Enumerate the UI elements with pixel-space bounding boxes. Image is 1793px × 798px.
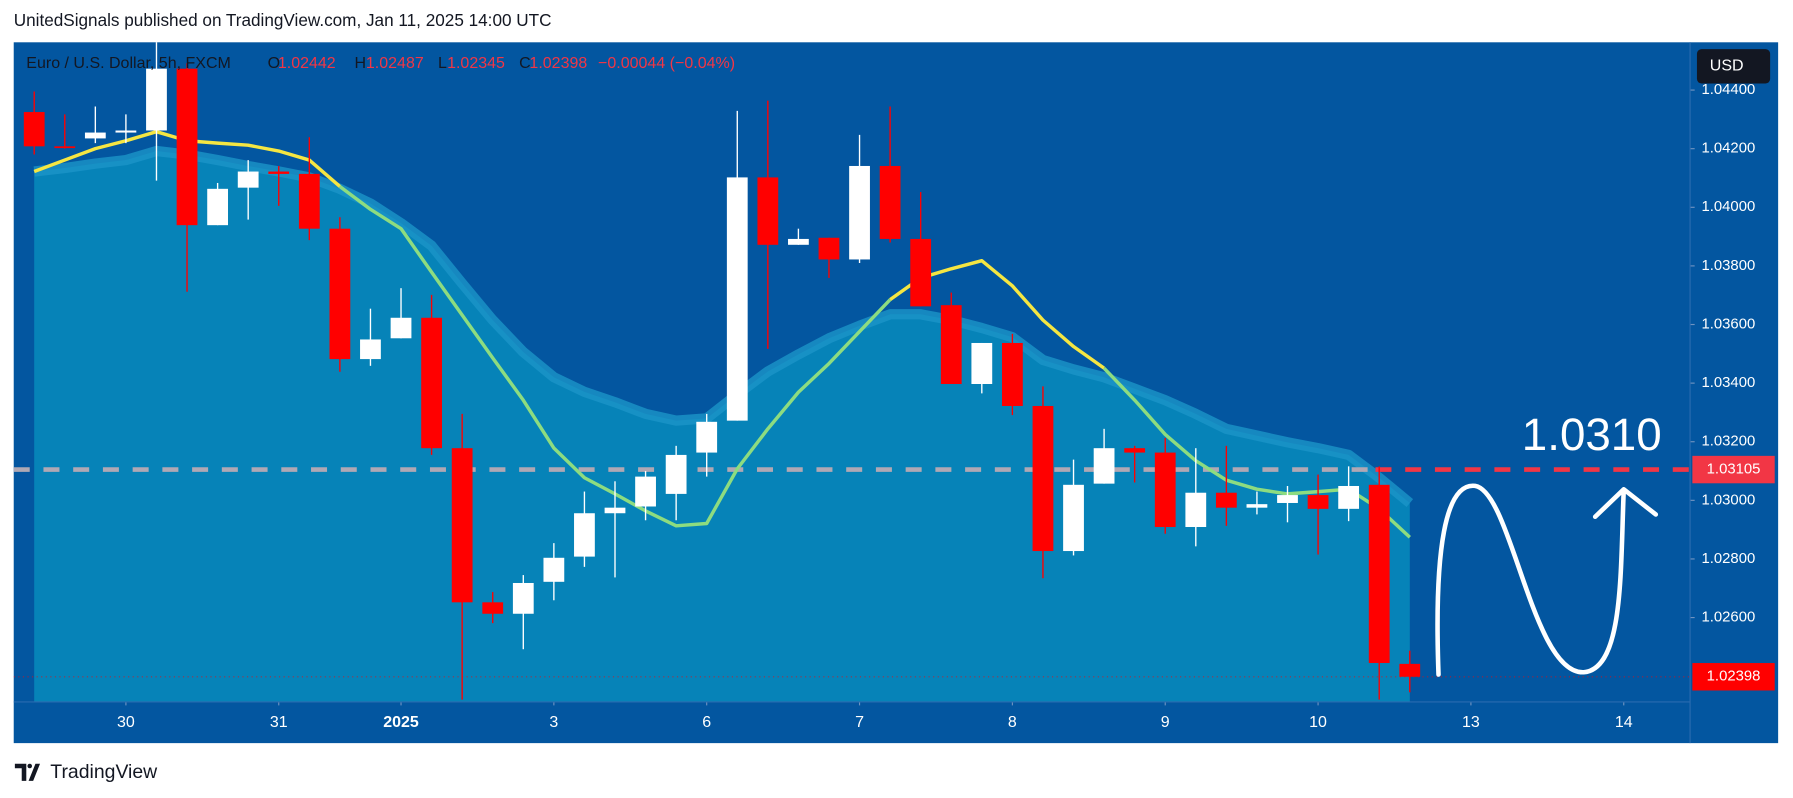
candle-body bbox=[298, 173, 320, 229]
y-tick-label: 1.04000 bbox=[1702, 199, 1756, 215]
legend-text: L bbox=[438, 55, 447, 72]
price-badge-label: 1.03105 bbox=[1707, 461, 1761, 477]
y-tick-label: 1.03400 bbox=[1702, 375, 1756, 391]
candle-body bbox=[1246, 504, 1268, 508]
x-tick-label: 13 bbox=[1462, 714, 1480, 731]
x-tick-label: 6 bbox=[702, 714, 711, 731]
candle-body bbox=[207, 188, 229, 226]
candle-body bbox=[482, 602, 504, 614]
annotation: 1.0310 bbox=[1522, 409, 1662, 460]
currency-badge[interactable] bbox=[1696, 49, 1771, 84]
x-tick-label: 7 bbox=[855, 714, 864, 731]
candle-body bbox=[1368, 484, 1390, 663]
candle-body bbox=[1277, 495, 1298, 503]
candle-body bbox=[268, 171, 290, 174]
candle-body bbox=[421, 317, 442, 449]
publish-header: UnitedSignals published on TradingView.c… bbox=[14, 10, 552, 30]
candle-body bbox=[1124, 448, 1146, 453]
overlay: 1.02600 1.02800 1.03000 1.03200 1.03400 1.036… bbox=[13, 42, 1775, 744]
candle-body bbox=[1154, 452, 1176, 528]
candle-body bbox=[1032, 405, 1054, 552]
y-tick-label: 1.04400 bbox=[1702, 82, 1756, 98]
candle-body bbox=[818, 237, 840, 260]
candle-body bbox=[879, 165, 901, 239]
cloud-area bbox=[34, 151, 1410, 702]
candle-body bbox=[1338, 485, 1360, 509]
cloud-edge bbox=[33, 145, 1414, 508]
candle-body bbox=[726, 177, 748, 421]
x-tick-label: 9 bbox=[1161, 714, 1170, 731]
y-tick-label: 1.02600 bbox=[1702, 609, 1756, 625]
candle-body bbox=[696, 421, 718, 453]
price-badge bbox=[1692, 455, 1775, 484]
candle-body bbox=[115, 130, 137, 133]
price-badge bbox=[1692, 663, 1775, 691]
candle-body bbox=[451, 448, 473, 603]
candle-body bbox=[54, 146, 76, 149]
price-badge-label: 1.02398 bbox=[1707, 669, 1761, 685]
candle-body bbox=[1399, 663, 1421, 677]
x-tick-label: 2025 bbox=[383, 714, 419, 731]
legend-text: −0.00044 (−0.04%) bbox=[598, 55, 735, 72]
candle-body bbox=[176, 68, 198, 226]
candle-body bbox=[146, 68, 167, 131]
legend-text: 1.02442 bbox=[278, 55, 336, 72]
legend-text: 1.02345 bbox=[447, 55, 505, 72]
candle-body bbox=[910, 238, 932, 307]
candle-body bbox=[757, 177, 779, 245]
x-tick-label: 30 bbox=[117, 714, 135, 731]
candle-body bbox=[390, 317, 412, 339]
legend-text: H bbox=[354, 55, 366, 72]
candle-body bbox=[237, 171, 259, 188]
y-tick-label: 1.02800 bbox=[1702, 551, 1756, 567]
plot-area bbox=[13, 42, 1691, 702]
candle-body bbox=[512, 582, 534, 614]
y-tick-label: 1.03000 bbox=[1702, 492, 1756, 508]
candle-body bbox=[329, 228, 351, 360]
candle-body bbox=[604, 507, 626, 514]
y-tick-label: 1.03800 bbox=[1702, 258, 1756, 274]
y-tick-label: 1.03200 bbox=[1702, 434, 1756, 450]
x-tick-label: 14 bbox=[1615, 714, 1633, 731]
candle-body bbox=[1215, 492, 1237, 508]
candle-body bbox=[574, 513, 595, 557]
currency-label[interactable]: USD bbox=[1710, 58, 1744, 75]
candle-body bbox=[1307, 495, 1329, 509]
x-tick-label: 31 bbox=[270, 714, 288, 731]
candle-body bbox=[849, 165, 870, 260]
brand-logo bbox=[14, 763, 41, 781]
legend-text: Euro / U.S. Dollar, 5h, FXCM bbox=[26, 55, 231, 72]
legend-text: O bbox=[268, 55, 280, 72]
candle-body bbox=[543, 557, 565, 582]
candle-body bbox=[1063, 484, 1084, 552]
candle-body bbox=[1185, 492, 1207, 528]
brand-name: TradingView bbox=[50, 761, 158, 783]
candle-body bbox=[788, 238, 809, 245]
candle-body bbox=[665, 454, 687, 494]
x-tick-label: 3 bbox=[549, 714, 558, 731]
y-tick-label: 1.04200 bbox=[1702, 141, 1756, 157]
candle-body bbox=[23, 112, 45, 147]
legend-text: C bbox=[519, 55, 531, 72]
legend-text: 1.02398 bbox=[529, 55, 587, 72]
candle-body bbox=[971, 342, 993, 385]
candle-body bbox=[940, 305, 962, 385]
hand-drawn-arrow bbox=[1435, 483, 1659, 677]
x-tick-label: 10 bbox=[1309, 714, 1327, 731]
candle-body bbox=[1093, 448, 1115, 484]
legend-text: 1.02487 bbox=[366, 55, 424, 72]
candle-body bbox=[360, 339, 381, 360]
x-tick-label: 8 bbox=[1008, 714, 1017, 731]
y-tick-label: 1.03600 bbox=[1702, 316, 1756, 332]
candle-body bbox=[84, 132, 106, 139]
candle-body bbox=[1001, 342, 1023, 406]
candle-body bbox=[635, 476, 656, 507]
